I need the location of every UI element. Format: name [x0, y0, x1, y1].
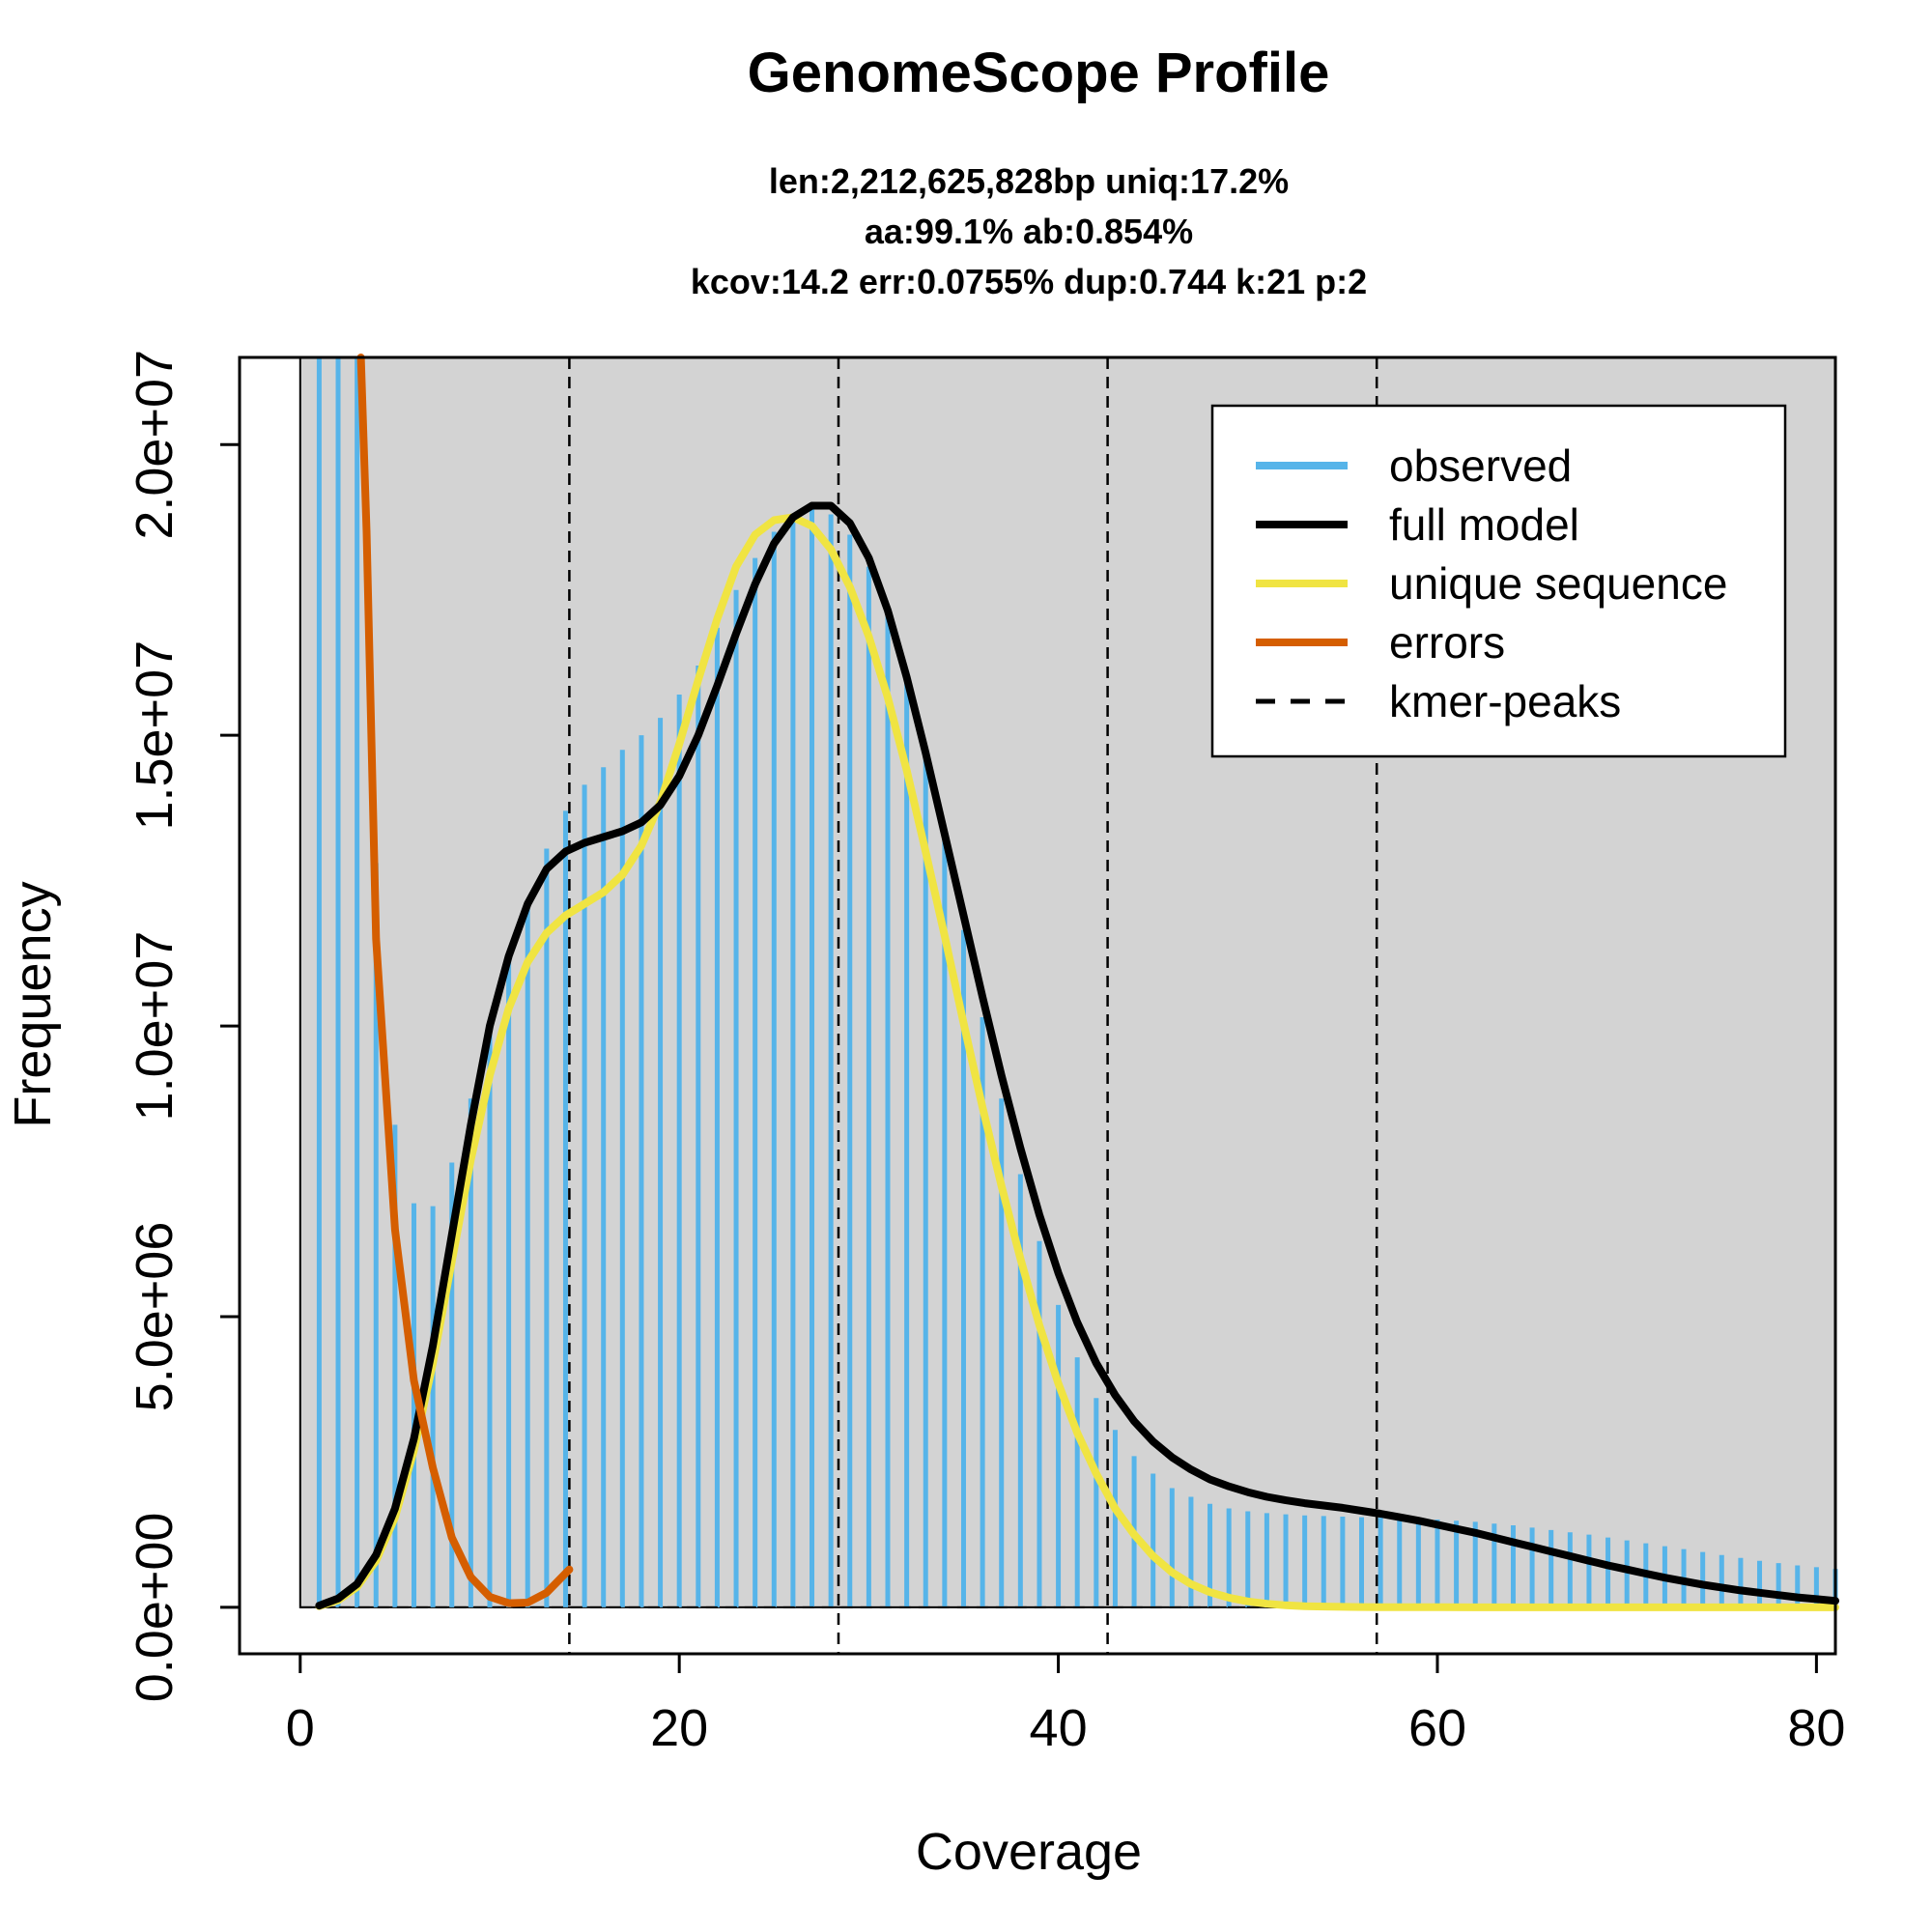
- legend-label: kmer-peaks: [1389, 676, 1621, 726]
- x-tick-label: 20: [650, 1699, 708, 1757]
- unique-sequence-line: [315, 513, 1839, 1611]
- chart-subtitle-line-1: len:2,212,625,828bp uniq:17.2%: [769, 161, 1289, 201]
- legend-label: observed: [1389, 440, 1572, 491]
- legend: observed full model unique sequence errors k…: [1210, 404, 1787, 758]
- x-tick-label: 60: [1408, 1699, 1466, 1757]
- plot-frame: [238, 355, 1837, 1656]
- legend-label: full model: [1389, 499, 1579, 550]
- chart-subtitle-line-3: kcov:14.2 err:0.0755% dup:0.744 k:21 p:2: [691, 262, 1367, 301]
- y-axis: 0.0e+00 5.0e+06 1.0e+07 1.5e+07 2.0e+07: [126, 350, 240, 1702]
- x-tick-label: 40: [1030, 1699, 1088, 1757]
- chart-subtitle-line-2: aa:99.1% ab:0.854%: [865, 212, 1193, 251]
- full-model-line: [315, 501, 1839, 1610]
- y-axis-label: Frequency: [4, 881, 62, 1127]
- legend-label: unique sequence: [1389, 558, 1727, 609]
- x-axis: 0 20 40 60 80: [286, 1654, 1845, 1757]
- x-tick-label: 80: [1787, 1699, 1845, 1757]
- y-tick-label: 1.5e+07: [126, 640, 184, 831]
- y-tick-label: 1.0e+07: [126, 931, 184, 1122]
- model-lines: [315, 354, 1839, 1611]
- y-tick-label: 0.0e+00: [126, 1513, 184, 1703]
- y-tick-label: 5.0e+06: [126, 1222, 184, 1412]
- legend-label: errors: [1389, 617, 1505, 668]
- y-tick-label: 2.0e+07: [126, 350, 184, 540]
- chart-title: GenomeScope Profile: [748, 42, 1330, 104]
- errors-line: [356, 354, 574, 1607]
- x-tick-label: 0: [286, 1699, 315, 1757]
- x-axis-label: Coverage: [916, 1823, 1142, 1881]
